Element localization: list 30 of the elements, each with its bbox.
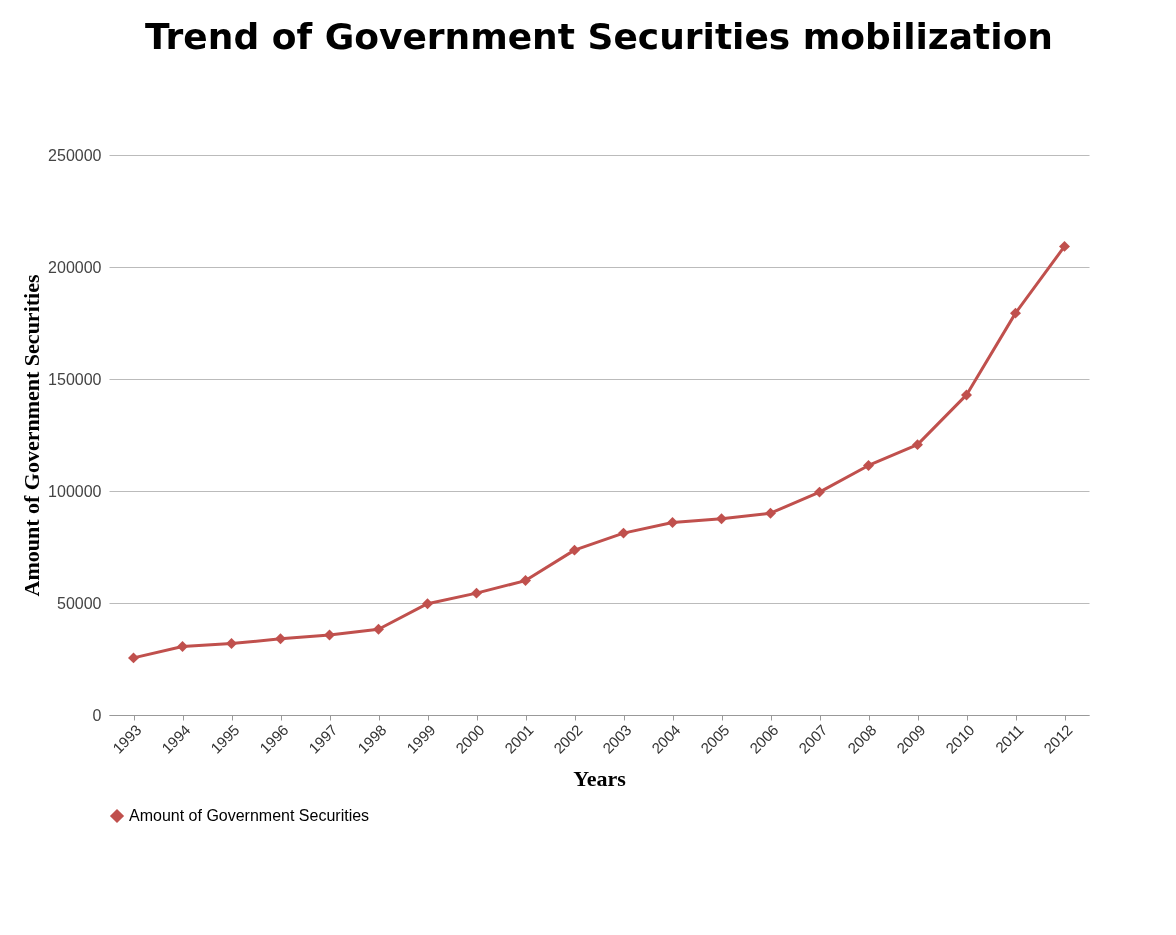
point xyxy=(177,640,188,652)
x-axis-title: Years xyxy=(573,765,627,791)
y-tick-label: 0 xyxy=(92,706,102,724)
point xyxy=(422,598,433,610)
point xyxy=(324,629,335,641)
y-axis-title: Amount of Government Securities xyxy=(19,274,45,597)
point xyxy=(226,638,237,650)
point xyxy=(1059,240,1070,252)
point xyxy=(618,527,629,539)
point xyxy=(961,389,972,401)
point xyxy=(471,587,482,599)
point xyxy=(1010,307,1021,319)
y-tick-label: 250000 xyxy=(48,146,102,164)
point xyxy=(667,517,678,529)
y-tick-label: 200000 xyxy=(48,258,102,276)
point xyxy=(912,439,923,451)
point xyxy=(128,652,139,664)
y-tick-label: 50000 xyxy=(57,594,102,612)
point xyxy=(275,633,286,645)
point xyxy=(520,575,531,587)
point xyxy=(373,623,384,635)
point xyxy=(814,486,825,498)
legend-label: Amount of Government Securities xyxy=(129,807,370,824)
point xyxy=(765,507,776,519)
point xyxy=(569,544,580,556)
chart-title: Trend of Government Securities mobilization xyxy=(145,16,1053,57)
point xyxy=(716,513,727,525)
y-tick-label: 150000 xyxy=(48,370,102,388)
y-tick-label: 100000 xyxy=(48,482,102,500)
point xyxy=(863,459,874,471)
